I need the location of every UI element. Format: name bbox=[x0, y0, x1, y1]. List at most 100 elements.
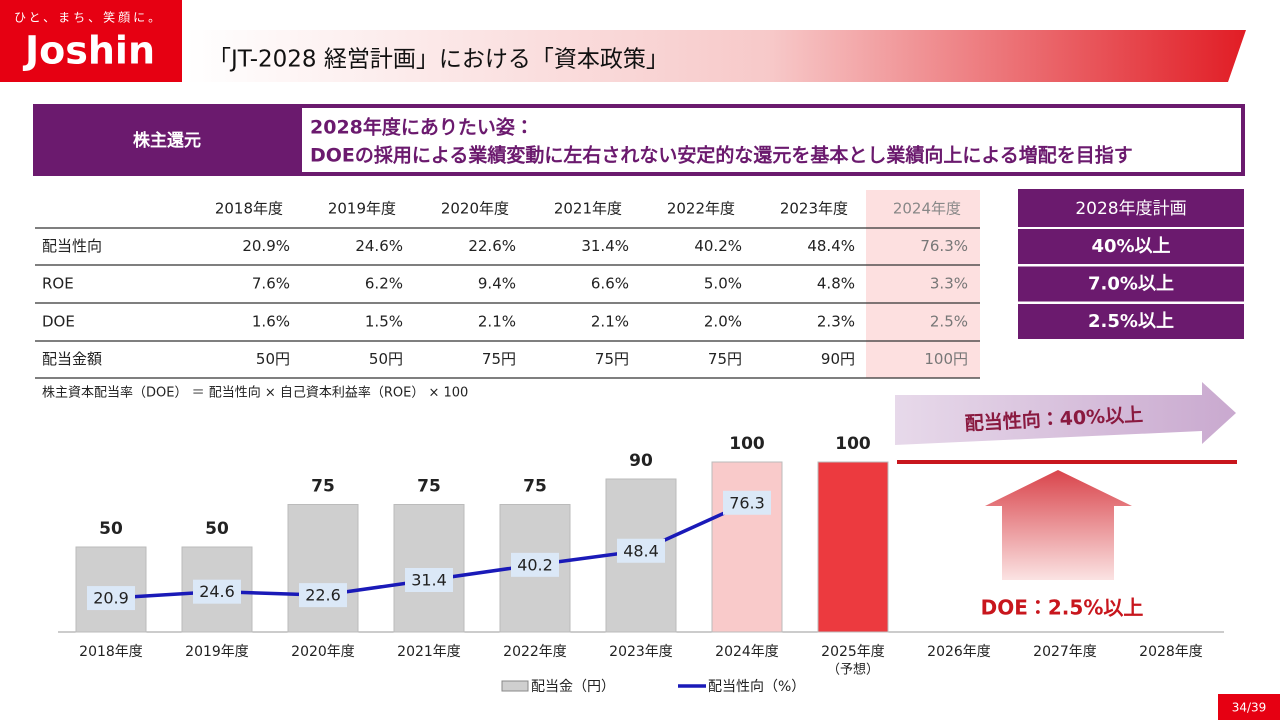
cell: 7.6% bbox=[252, 275, 290, 293]
plan-value: 40%以上 bbox=[1091, 236, 1170, 257]
row-label: ROE bbox=[42, 275, 74, 293]
logo-tagline: ひと、まち、笑顔に。 bbox=[14, 10, 163, 25]
logo-name: Joshin bbox=[22, 29, 155, 73]
plan-cell bbox=[1018, 229, 1244, 264]
cell: 5.0% bbox=[704, 275, 742, 293]
banner-box bbox=[302, 108, 1241, 172]
cell: 75円 bbox=[595, 350, 629, 368]
x-tick-label: 2022年度 bbox=[503, 644, 567, 660]
column-header: 2024年度 bbox=[893, 200, 961, 218]
bar bbox=[711, 461, 783, 633]
legend-label: 配当性向（%） bbox=[708, 679, 805, 695]
cell: 1.6% bbox=[252, 313, 290, 331]
cell: 75円 bbox=[708, 350, 742, 368]
column-header: 2018年度 bbox=[215, 200, 283, 218]
cell: 6.2% bbox=[365, 275, 403, 293]
line-label-box bbox=[299, 583, 347, 608]
banner-line: 2028年度にありたい姿： bbox=[310, 116, 534, 139]
cell: 90円 bbox=[821, 350, 855, 368]
plan-cell bbox=[1018, 266, 1244, 302]
header-title: 「JT-2028 経営計画」における「資本政策」 bbox=[208, 47, 669, 73]
line-label: 22.6 bbox=[305, 586, 341, 605]
cell: 2.5% bbox=[930, 313, 968, 331]
bar-label: 75 bbox=[311, 477, 335, 497]
page-box bbox=[1218, 694, 1280, 720]
cell: 48.4% bbox=[807, 237, 855, 255]
cell: 3.3% bbox=[930, 275, 968, 293]
plan-value: 2.5%以上 bbox=[1088, 311, 1174, 332]
legend-swatch bbox=[501, 680, 529, 692]
column-header: 2022年度 bbox=[667, 200, 735, 218]
cell: 2.3% bbox=[817, 313, 855, 331]
column-header: 2020年度 bbox=[441, 200, 509, 218]
bar-label: 100 bbox=[729, 434, 765, 454]
row-label: 配当金額 bbox=[42, 350, 102, 368]
cell: 2.0% bbox=[704, 313, 742, 331]
cell: 75円 bbox=[482, 350, 516, 368]
row-label: DOE bbox=[42, 313, 75, 331]
bar-label: 50 bbox=[205, 519, 229, 539]
line-label: 20.9 bbox=[93, 589, 129, 608]
column-header: 2021年度 bbox=[554, 200, 622, 218]
plan-header bbox=[1018, 189, 1244, 227]
cell: 2.1% bbox=[591, 313, 629, 331]
header-bar bbox=[186, 30, 1246, 82]
line-label-box bbox=[87, 586, 135, 611]
plan-cell bbox=[1018, 304, 1244, 339]
line-label: 76.3 bbox=[729, 493, 765, 512]
bar-label: 75 bbox=[523, 477, 547, 497]
x-tick-label: 2018年度 bbox=[79, 644, 143, 660]
x-tick-label: 2025年度 bbox=[821, 644, 885, 660]
bar-label: 90 bbox=[629, 451, 653, 471]
highlight-column bbox=[866, 190, 980, 378]
x-tick-note: （予想） bbox=[827, 662, 879, 678]
bar-label: 100 bbox=[835, 434, 871, 454]
banner-line: DOEの採用による業績変動に左右されない安定的な還元を基本とし業績向上による増配… bbox=[310, 144, 1133, 167]
row-label: 配当性向 bbox=[42, 237, 102, 255]
line-label: 31.4 bbox=[411, 570, 447, 589]
x-tick-label: 2020年度 bbox=[291, 644, 355, 660]
arrow-right bbox=[895, 382, 1236, 445]
cell: 31.4% bbox=[581, 237, 629, 255]
x-tick-label: 2026年度 bbox=[927, 644, 991, 660]
line-label-box bbox=[723, 490, 771, 515]
x-tick-label: 2027年度 bbox=[1033, 644, 1097, 660]
x-tick-label: 2021年度 bbox=[397, 644, 461, 660]
cell: 40.2% bbox=[694, 237, 742, 255]
cell: 50円 bbox=[369, 350, 403, 368]
cell: 22.6% bbox=[468, 237, 516, 255]
cell: 24.6% bbox=[355, 237, 403, 255]
bar bbox=[287, 504, 359, 633]
x-tick-label: 2019年度 bbox=[185, 644, 249, 660]
line-label: 48.4 bbox=[623, 541, 659, 560]
column-header: 2019年度 bbox=[328, 200, 396, 218]
cell: 6.6% bbox=[591, 275, 629, 293]
line-label-box bbox=[405, 567, 453, 592]
cell: 20.9% bbox=[242, 237, 290, 255]
x-tick-label: 2023年度 bbox=[609, 644, 673, 660]
cell: 100円 bbox=[924, 350, 968, 368]
line-label-box bbox=[511, 552, 559, 577]
cell: 1.5% bbox=[365, 313, 403, 331]
x-tick-label: 2028年度 bbox=[1139, 644, 1203, 660]
line-label-box bbox=[193, 579, 241, 604]
annotation: DOE：2.5%以上 bbox=[981, 596, 1144, 620]
line-label: 24.6 bbox=[199, 582, 235, 601]
logo-box bbox=[0, 0, 182, 82]
arrow-up bbox=[985, 470, 1132, 580]
cell: 9.4% bbox=[478, 275, 516, 293]
column-header: 2023年度 bbox=[780, 200, 848, 218]
plan-value: 7.0%以上 bbox=[1088, 274, 1174, 295]
formula: 株主資本配当率（DOE） ＝ 配当性向 × 自己資本利益率（ROE） × 100 bbox=[42, 385, 468, 401]
line-label: 40.2 bbox=[517, 555, 553, 574]
bar-label: 75 bbox=[417, 477, 441, 497]
line-label-box bbox=[617, 538, 665, 563]
bar-label: 50 bbox=[99, 519, 123, 539]
cell: 2.1% bbox=[478, 313, 516, 331]
bar bbox=[817, 461, 889, 633]
page-number: 34/39 bbox=[1232, 701, 1267, 715]
legend-label: 配当金（円） bbox=[531, 679, 615, 695]
cell: 4.8% bbox=[817, 275, 855, 293]
banner-label: 株主還元 bbox=[133, 130, 201, 151]
